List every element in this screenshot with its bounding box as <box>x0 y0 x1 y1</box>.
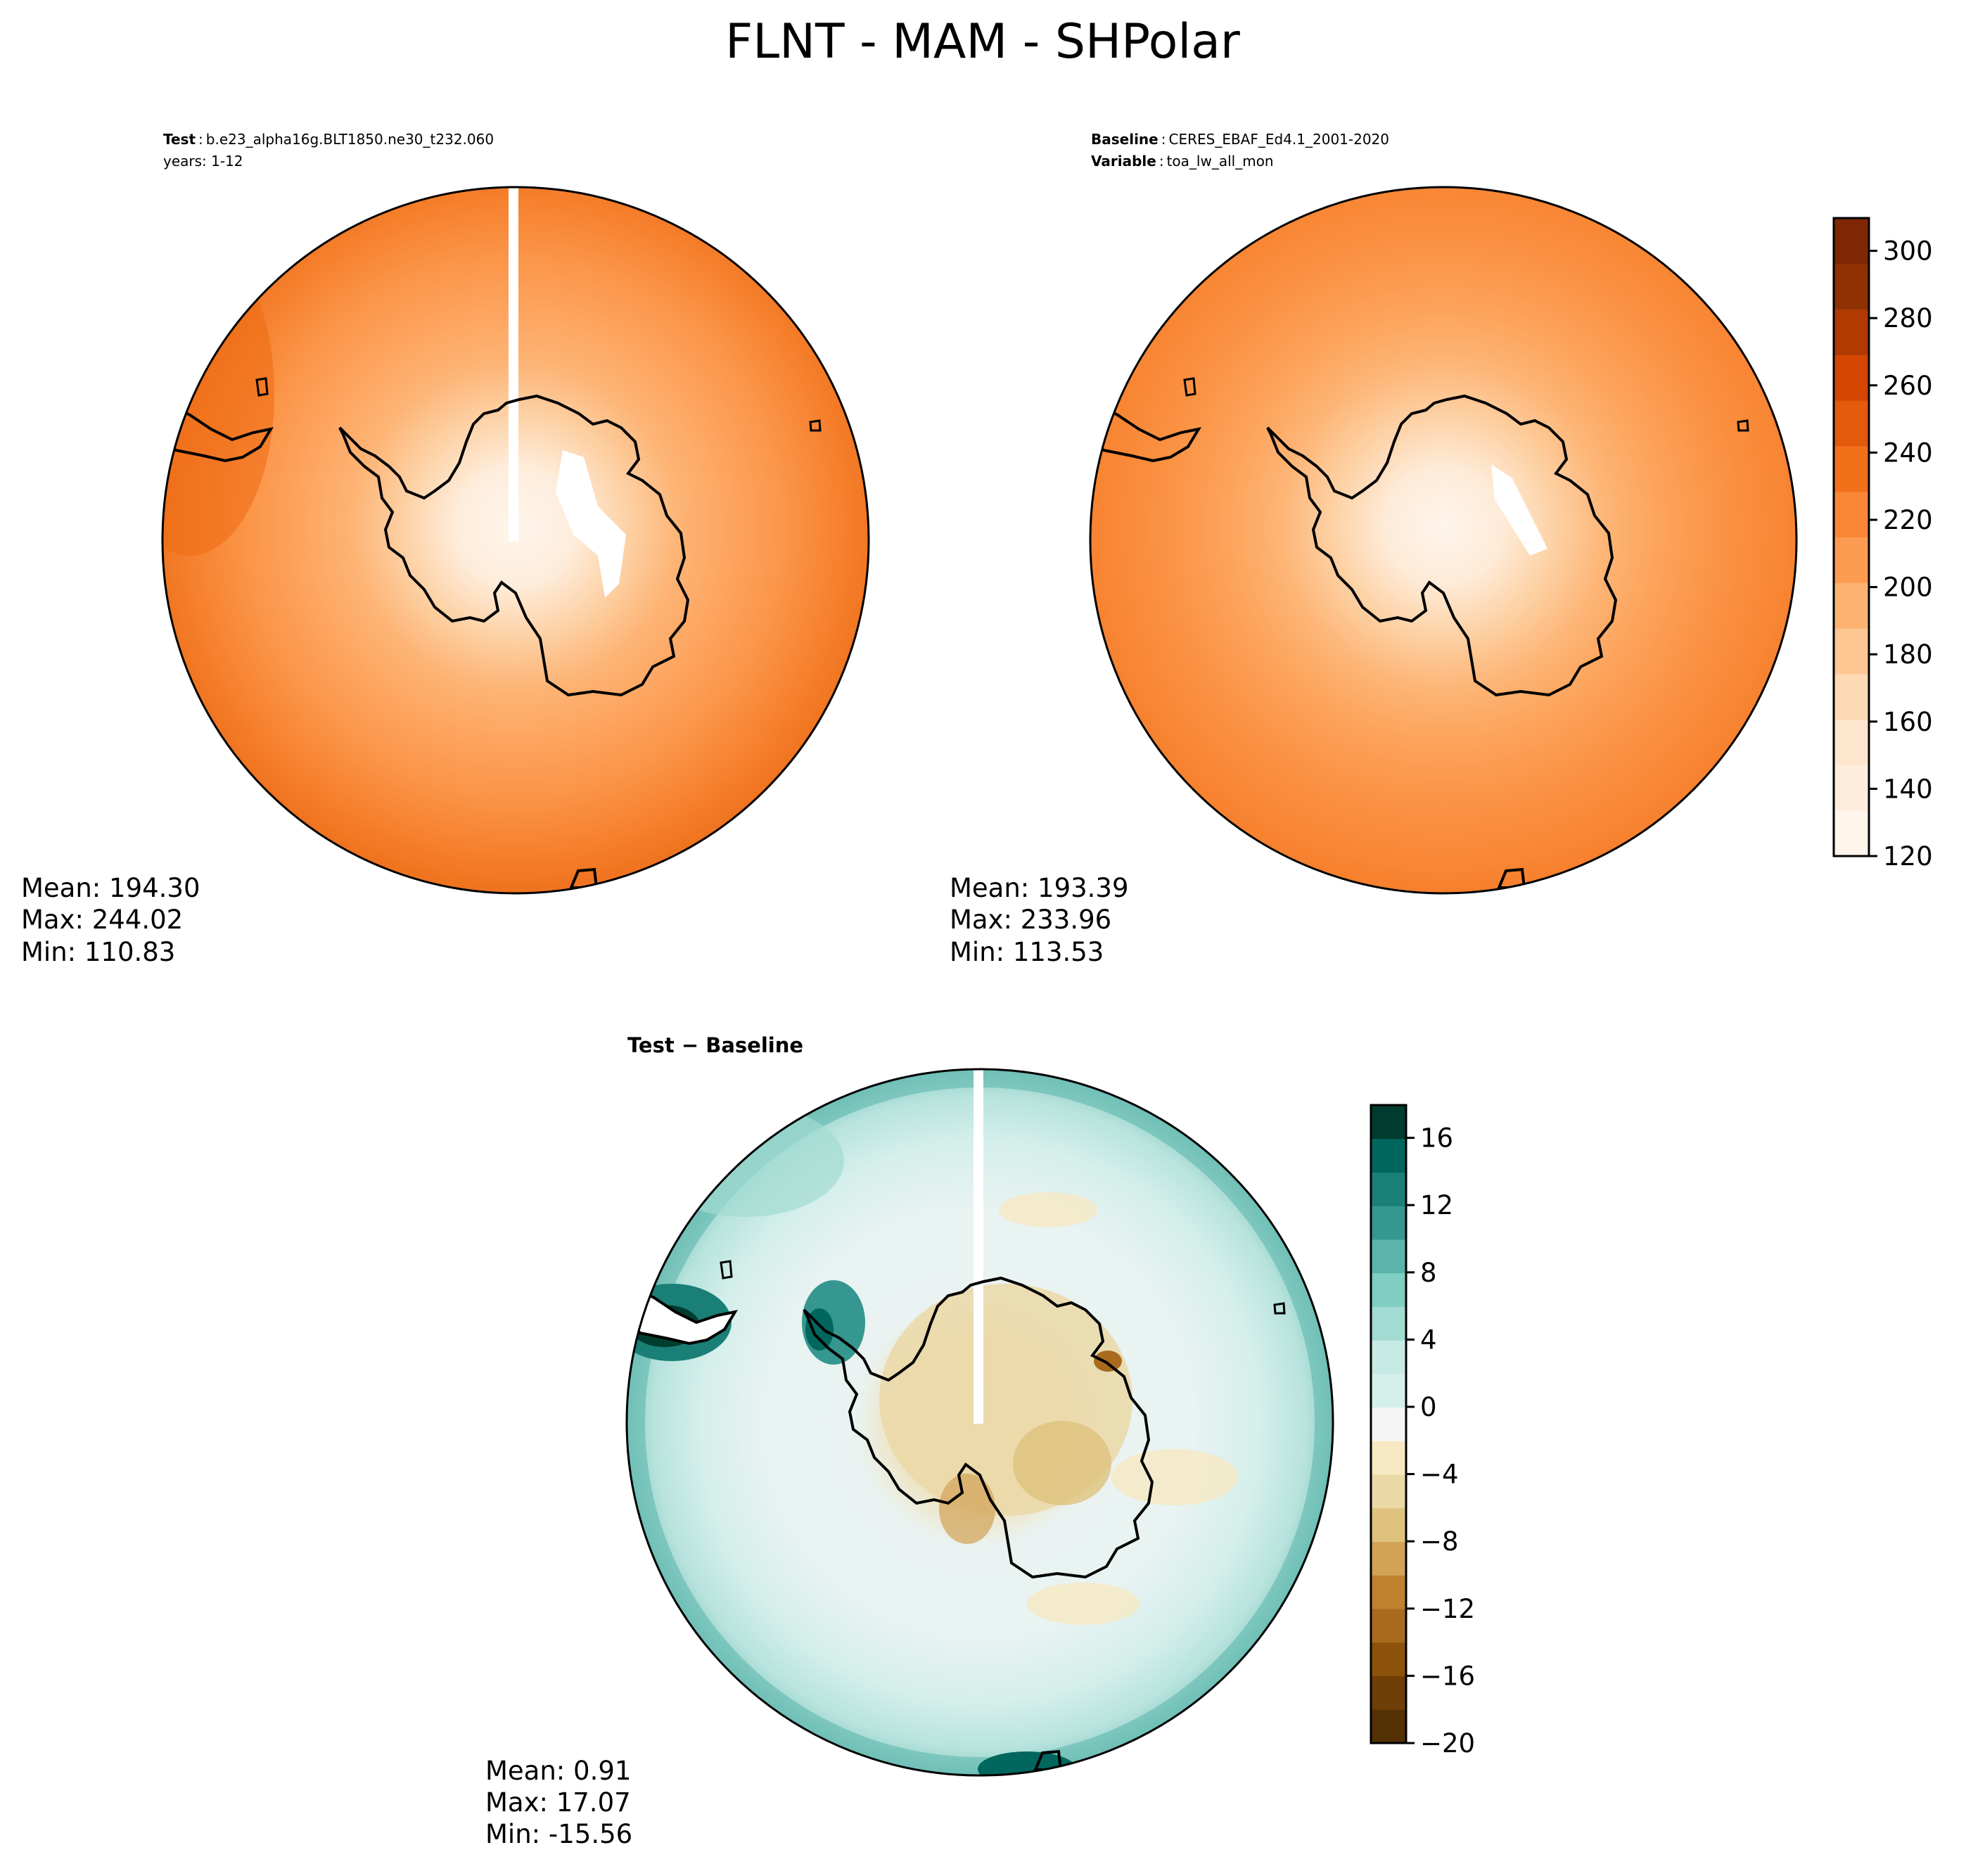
main-colorbar-tick-label: 200 <box>1883 573 1933 603</box>
diff-colorbar: −20 −16 −12 −8 −4 0 4 8 12 16 <box>1370 1104 1475 1759</box>
main-colorbar-swatch <box>1834 537 1869 583</box>
diff-colorbar-swatch <box>1371 1340 1406 1374</box>
diff-colorbar-tick-label: 12 <box>1420 1190 1453 1220</box>
baseline-mean: Mean: 193.39 <box>950 873 1129 903</box>
baseline-panel: Baseline: CERES_EBAF_Ed4.1_2001-2020 Vari… <box>950 131 1798 967</box>
diff-colorbar-swatch <box>1371 1709 1406 1744</box>
diff-colorbar-tick-label: −20 <box>1420 1728 1475 1759</box>
diff-colorbar-swatch <box>1371 1441 1406 1475</box>
main-colorbar-swatch <box>1834 719 1869 765</box>
diff-map-frame <box>625 1068 1334 1777</box>
baseline-map-frame <box>1089 186 1798 895</box>
baseline-min: Min: 113.53 <box>950 937 1104 967</box>
test-max: Max: 244.02 <box>21 905 183 935</box>
diff-min: Min: -15.56 <box>485 1819 632 1849</box>
diff-colorbar-swatch <box>1371 1575 1406 1609</box>
main-colorbar-frame <box>1832 217 1870 857</box>
diff-colorbar-swatch <box>1371 1676 1406 1710</box>
main-colorbar: 120 140 160 180 200 220 240 260 280 300 <box>1832 217 1933 872</box>
main-colorbar-tick-label: 120 <box>1883 841 1933 872</box>
diff-colorbar-swatch <box>1371 1609 1406 1643</box>
baseline-max: Max: 233.96 <box>950 905 1111 935</box>
main-colorbar-tick-label: 180 <box>1883 639 1933 670</box>
diff-colorbar-swatch <box>1371 1373 1406 1408</box>
main-colorbar-tick-label: 240 <box>1883 438 1933 468</box>
diff-colorbar-swatch <box>1371 1138 1406 1173</box>
baseline-dataset-name: CERES_EBAF_Ed4.1_2001-2020 <box>1168 131 1389 148</box>
diff-colorbar-swatch <box>1371 1306 1406 1341</box>
test-header: Test: b.e23_alpha16g.BLT1850.ne30_t232.06… <box>163 131 494 148</box>
diff-max: Max: 17.07 <box>485 1787 631 1818</box>
diff-colorbar-swatch <box>1371 1239 1406 1274</box>
baseline-variable: Variable: toa_lw_all_mon <box>1091 153 1274 170</box>
main-colorbar-swatch <box>1834 309 1869 355</box>
diff-colorbar-tick-label: 0 <box>1420 1392 1437 1422</box>
diff-colorbar-tick-label: 8 <box>1420 1258 1437 1288</box>
diff-colorbar-tick-label: 4 <box>1420 1325 1437 1355</box>
test-map-frame <box>161 186 870 895</box>
diff-colorbar-swatch <box>1371 1474 1406 1509</box>
baseline-variable-label: Variable <box>1091 153 1156 170</box>
diff-title: Test − Baseline <box>627 1033 803 1057</box>
main-colorbar-swatch <box>1834 628 1869 675</box>
test-min: Min: 110.83 <box>21 937 175 967</box>
main-colorbar-swatch <box>1834 765 1869 811</box>
main-colorbar-swatch <box>1834 445 1869 492</box>
test-years: years: 1-12 <box>163 153 243 170</box>
diff-colorbar-swatch <box>1371 1272 1406 1307</box>
main-colorbar-swatch <box>1834 355 1869 401</box>
diff-colorbar-swatch <box>1371 1206 1406 1240</box>
figure-title: FLNT - MAM - SHPolar <box>725 14 1240 70</box>
diff-colorbar-swatch <box>1371 1105 1406 1140</box>
diff-colorbar-swatch <box>1371 1407 1406 1441</box>
main-colorbar-swatch <box>1834 218 1869 264</box>
diff-colorbar-tick-label: −12 <box>1420 1594 1475 1624</box>
diff-panel: Test − Baseline <box>485 1033 1334 1849</box>
main-colorbar-swatch <box>1834 263 1869 310</box>
main-colorbar-tick-label: 160 <box>1883 707 1933 737</box>
baseline-header: Baseline: CERES_EBAF_Ed4.1_2001-2020 <box>1091 131 1389 148</box>
main-colorbar-tick-label: 220 <box>1883 505 1933 535</box>
test-panel: Test: b.e23_alpha16g.BLT1850.ne30_t232.06… <box>21 131 870 967</box>
diff-colorbar-swatch <box>1371 1541 1406 1576</box>
main-colorbar-tick-label: 300 <box>1883 236 1933 267</box>
diff-colorbar-swatch <box>1371 1642 1406 1677</box>
main-colorbar-swatch <box>1834 582 1869 629</box>
main-colorbar-tick-label: 260 <box>1883 371 1933 401</box>
main-colorbar-swatch <box>1834 400 1869 447</box>
main-colorbar-tick-label: 280 <box>1883 303 1933 333</box>
test-map <box>162 187 869 893</box>
baseline-label: Baseline <box>1091 131 1158 148</box>
diff-colorbar-swatch <box>1371 1507 1406 1543</box>
diff-colorbar-tick-label: −8 <box>1420 1526 1459 1557</box>
diff-mean: Mean: 0.91 <box>485 1756 631 1786</box>
diff-map <box>627 1069 1333 1775</box>
baseline-map <box>1090 187 1796 893</box>
test-label: Test <box>163 131 196 148</box>
diff-colorbar-tick-label: −16 <box>1420 1661 1475 1691</box>
main-colorbar-swatch <box>1834 810 1869 857</box>
diff-colorbar-frame <box>1370 1104 1408 1744</box>
main-colorbar-swatch <box>1834 673 1869 720</box>
diff-colorbar-tick-label: 16 <box>1420 1123 1453 1154</box>
test-mean: Mean: 194.30 <box>21 873 200 903</box>
diff-colorbar-swatch <box>1371 1172 1406 1206</box>
diff-colorbar-tick-label: −4 <box>1420 1460 1459 1490</box>
baseline-variable-name: toa_lw_all_mon <box>1167 153 1274 170</box>
test-case-name: b.e23_alpha16g.BLT1850.ne30_t232.060 <box>206 131 494 148</box>
main-colorbar-swatch <box>1834 491 1869 537</box>
main-colorbar-tick-label: 140 <box>1883 774 1933 804</box>
